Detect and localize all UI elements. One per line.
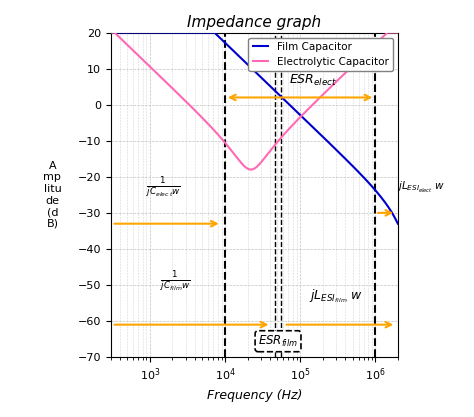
Film Capacitor: [358, 172, 364, 177]
Legend: Film Capacitor, Electrolytic Capacitor: Film Capacitor, Electrolytic Capacitor: [248, 38, 392, 71]
Electrolytic Capacitor: [230, 150, 236, 155]
Electrolytic Capacitor: [108, 30, 113, 35]
X-axis label: Frequency (Hz): Frequency (Hz): [207, 389, 302, 402]
Text: $\frac{1}{jC_{elec\,t}w}$: $\frac{1}{jC_{elec\,t}w}$: [146, 176, 181, 200]
Text: $\frac{1}{jC_{film}w}$: $\frac{1}{jC_{film}w}$: [160, 269, 191, 294]
Electrolytic Capacitor: [140, 58, 146, 63]
Film Capacitor: [140, 30, 146, 35]
Text: $jL_{ESI_{film}}\ w$: $jL_{ESI_{film}}\ w$: [309, 287, 363, 304]
Line: Electrolytic Capacitor: Electrolytic Capacitor: [110, 33, 398, 170]
Text: $jL_{ESI_{elect}}\ w$: $jL_{ESI_{elect}}\ w$: [397, 180, 445, 195]
Film Capacitor: [157, 30, 163, 35]
Electrolytic Capacitor: [157, 74, 163, 79]
Electrolytic Capacitor: [248, 167, 254, 172]
Text: $ESR_{film}$: $ESR_{film}$: [258, 334, 298, 349]
Film Capacitor: [218, 36, 224, 41]
Y-axis label: A
mp
litu
de
(d
B): A mp litu de (d B): [44, 161, 61, 229]
Title: Impedance graph: Impedance graph: [187, 15, 321, 30]
Film Capacitor: [230, 48, 236, 53]
Text: $ESR_{elect}$: $ESR_{elect}$: [289, 73, 337, 88]
Line: Film Capacitor: Film Capacitor: [110, 33, 398, 224]
Electrolytic Capacitor: [358, 55, 364, 60]
Film Capacitor: [108, 30, 113, 35]
Electrolytic Capacitor: [390, 30, 395, 35]
Film Capacitor: [389, 211, 395, 216]
Electrolytic Capacitor: [395, 30, 401, 35]
Film Capacitor: [395, 221, 401, 226]
Electrolytic Capacitor: [218, 135, 224, 140]
